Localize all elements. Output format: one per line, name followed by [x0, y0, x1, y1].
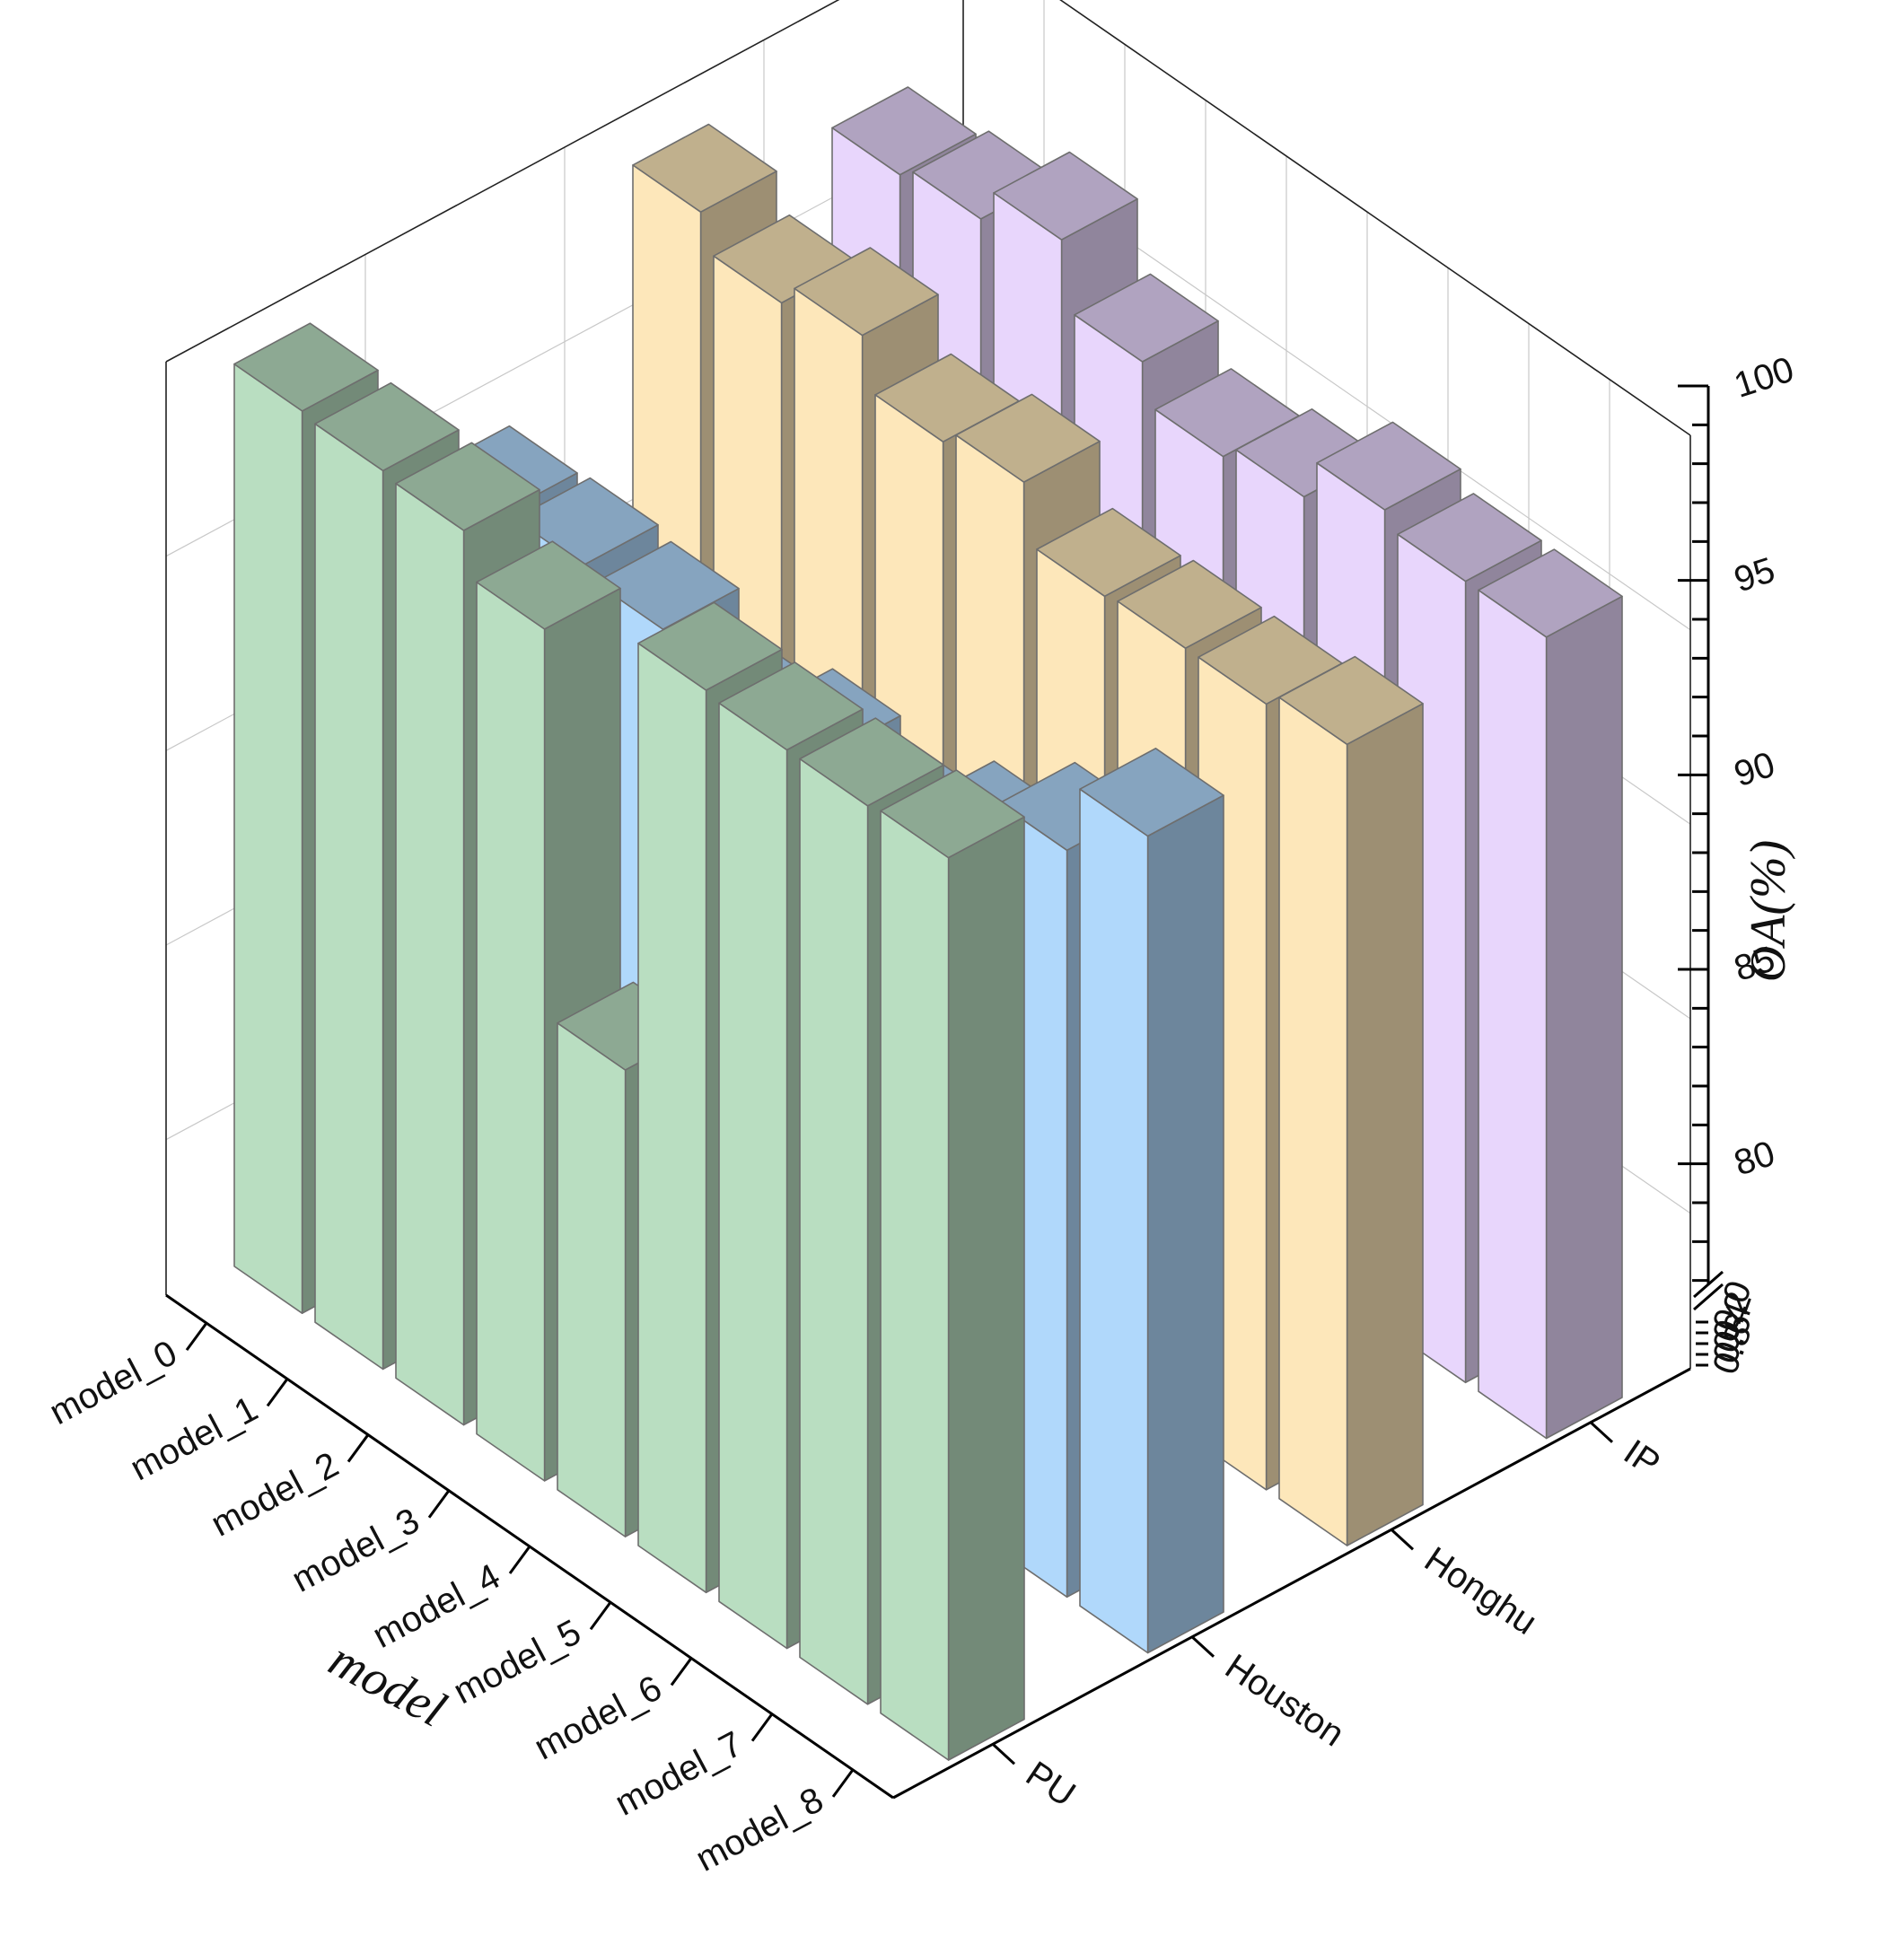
axes-layer [165, 384, 1724, 1800]
dataset-axis-line [892, 1367, 1691, 1800]
dataset-tick [991, 1743, 1016, 1765]
bar-top-face [395, 442, 540, 531]
model-tick [266, 1378, 289, 1407]
bar-front-face [1079, 788, 1149, 1654]
bar-top-face [632, 123, 777, 213]
bar-side-face [1545, 595, 1623, 1440]
bar-top-face [1079, 747, 1224, 837]
model-tick [347, 1433, 370, 1463]
bar-front-face [718, 702, 788, 1650]
model-tick-label: model_1 [124, 1388, 264, 1488]
bar-front-face [314, 423, 384, 1371]
model-tick [508, 1546, 531, 1574]
dataset-tick-label: PU [1019, 1754, 1083, 1815]
dataset-tick-label: Honghu [1417, 1539, 1544, 1643]
bar-top-face [1036, 507, 1181, 598]
oa-tick-label: 90 [1730, 745, 1780, 795]
bar-front-face [557, 1022, 627, 1537]
model-tick-label: model_8 [689, 1780, 829, 1879]
bar-front-face [880, 810, 950, 1761]
bar-side-face [1146, 794, 1224, 1654]
model-tick-label: model_3 [285, 1501, 426, 1600]
dataset-tick [1190, 1635, 1215, 1658]
top-frame [165, 0, 1691, 436]
dataset-tick [1390, 1529, 1415, 1551]
oa-axis-title: OA(%) [1741, 840, 1796, 983]
model-tick-label: model_0 [43, 1333, 183, 1432]
bar-top-face [718, 661, 864, 751]
model-tick [750, 1713, 774, 1742]
dataset-tick-label: Houston [1218, 1647, 1351, 1755]
dataset-tick-label: IP [1617, 1432, 1667, 1485]
bar-top-face [594, 540, 740, 630]
bar-top-face [476, 540, 621, 630]
bar-top-face [831, 86, 977, 176]
model-tick-label: model_4 [366, 1556, 506, 1656]
model-tick [589, 1601, 612, 1631]
axis-break-mark [1693, 1270, 1724, 1299]
bar-front-face [476, 581, 546, 1482]
model-tick-label: model_5 [447, 1612, 587, 1712]
bar-front-face [395, 482, 465, 1426]
model-tick [427, 1489, 451, 1519]
oa-tick-label: 95 [1730, 550, 1780, 600]
model-tick-label: model_7 [609, 1724, 749, 1824]
model-tick [670, 1657, 693, 1686]
bar-front-face [637, 642, 707, 1594]
bar-top-face [794, 247, 939, 337]
bar-top-face [955, 393, 1101, 483]
model-tick-label: model_6 [528, 1669, 668, 1768]
bar-houston-model_8 [1079, 747, 1224, 1654]
bar-honghu-model_8 [1278, 655, 1424, 1546]
bars-layer [233, 86, 1623, 1761]
bar-front-face [1478, 589, 1548, 1440]
bar-top-face [1397, 493, 1542, 583]
bar-front-face [233, 363, 303, 1314]
model-tick [831, 1769, 855, 1798]
bar-side-face [947, 816, 1025, 1761]
bar-top-face [233, 322, 379, 412]
bar-top-face [799, 717, 944, 807]
bar-pu-model_8 [880, 769, 1025, 1761]
bar-top-face [314, 381, 460, 472]
dataset-tick [1589, 1421, 1614, 1443]
model-tick [185, 1322, 208, 1351]
bar-side-face [1346, 703, 1424, 1546]
model-tick-label: model_2 [205, 1445, 345, 1545]
bar-front-face [799, 758, 869, 1705]
axis-break-mark [1693, 1283, 1724, 1311]
bar-top-face [1117, 559, 1262, 650]
bar-top-face [993, 151, 1138, 241]
bar-top-face [1074, 273, 1219, 363]
bar-top-face [1478, 548, 1623, 638]
bar-ip-model_8 [1478, 548, 1623, 1440]
oa-tick-label: 80 [1730, 1134, 1780, 1184]
oa-tick-label: 100 [1730, 349, 1799, 405]
bar-front-face [1278, 696, 1348, 1546]
bar-top-face [637, 601, 783, 691]
bar-top-face [880, 769, 1025, 859]
bar-top-face [1316, 421, 1461, 511]
bar-top-face [1278, 655, 1424, 746]
